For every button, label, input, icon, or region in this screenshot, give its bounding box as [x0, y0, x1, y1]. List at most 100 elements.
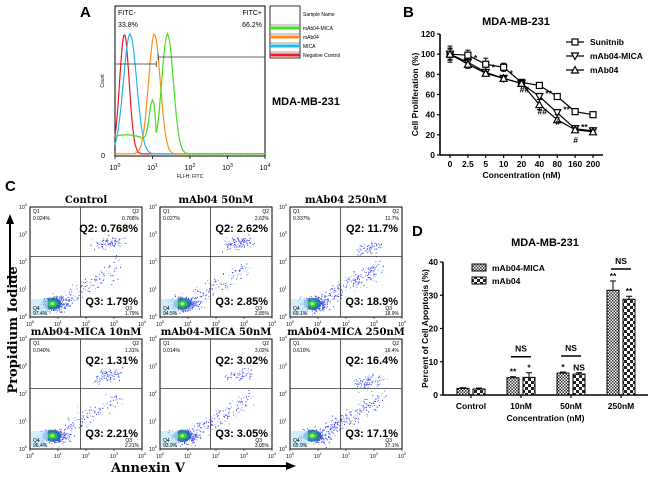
event-dot [186, 310, 188, 312]
event-dot [232, 374, 234, 376]
event-dot [236, 409, 238, 411]
event-dot [329, 303, 331, 305]
x-tick-label: 0 [448, 159, 453, 169]
quadrant-label-q2: Q2 [262, 209, 269, 215]
x-tick-label: 103 [240, 452, 248, 460]
event-dot [376, 243, 378, 245]
significance-mark: ## [520, 84, 530, 94]
event-dot [238, 239, 239, 240]
quadrant-value-q2: 3.02% [255, 348, 270, 354]
x-tick-label: 103 [110, 320, 118, 328]
event-dot [380, 247, 382, 249]
event-dot [372, 403, 374, 404]
event-dot [238, 240, 240, 242]
event-dot [58, 297, 60, 299]
event-dot [80, 424, 82, 426]
event-dot [373, 269, 375, 271]
event-dot [334, 425, 336, 427]
event-dot [253, 242, 255, 244]
event-dot [350, 413, 352, 415]
event-dot [237, 237, 239, 239]
event-dot [65, 302, 67, 304]
event-dot [178, 296, 180, 298]
event-dot [199, 422, 201, 424]
event-dot [89, 290, 91, 292]
event-dot [101, 375, 103, 377]
event-dot [110, 275, 112, 277]
event-dot [349, 411, 351, 413]
event-dot [369, 384, 371, 386]
series-mab04 [445, 45, 598, 136]
legend-swatch [270, 35, 300, 39]
event-dot [102, 403, 104, 405]
event-dot [371, 242, 373, 244]
event-dot [336, 430, 337, 432]
event-dot [367, 415, 369, 417]
event-dot [116, 266, 118, 268]
event-dot [363, 386, 365, 388]
event-dot [370, 253, 372, 255]
quadrant-callout-q2: Q2: 2.62% [215, 223, 268, 235]
event-dot [82, 411, 84, 413]
density-core [180, 434, 185, 438]
event-dot [360, 384, 362, 385]
event-dot [338, 283, 340, 285]
event-dot [243, 410, 245, 412]
event-dot [221, 283, 222, 285]
y-tick-label: 20 [429, 324, 439, 334]
event-dot [339, 429, 341, 431]
event-dot [231, 244, 232, 246]
event-dot [197, 428, 199, 430]
legend-swatch [270, 53, 300, 57]
event-dot [71, 297, 73, 299]
event-dot [100, 270, 102, 272]
event-dot [354, 414, 356, 416]
event-dot [337, 289, 339, 291]
event-dot [96, 279, 98, 281]
event-dot [373, 400, 375, 402]
event-dot [71, 428, 73, 430]
event-dot [356, 409, 358, 411]
event-dot [382, 270, 384, 271]
event-dot [353, 279, 355, 281]
event-dot [64, 433, 65, 435]
event-dot [191, 307, 193, 309]
event-dot [74, 427, 76, 429]
event-dot [242, 241, 244, 243]
event-dot [249, 376, 250, 378]
flow-plot-title: mAb04 250nM [305, 195, 387, 206]
event-dot [96, 245, 98, 247]
event-dot [360, 386, 362, 388]
event-dot [108, 234, 110, 236]
event-dot [59, 431, 61, 433]
event-dot [362, 407, 364, 409]
event-dot [230, 406, 232, 408]
event-dot [235, 246, 237, 248]
event-dot [206, 289, 208, 291]
event-dot [337, 300, 339, 302]
event-dot [242, 267, 244, 269]
event-dot [191, 441, 193, 443]
event-dot [193, 441, 195, 443]
quadrant-value-q4: 65.9% [293, 443, 308, 449]
event-dot [332, 415, 333, 417]
event-dot [381, 271, 383, 273]
event-dot [368, 379, 370, 381]
event-dot [44, 297, 45, 299]
event-dot [358, 281, 359, 283]
event-dot [235, 376, 237, 378]
event-dot [334, 296, 335, 298]
event-dot [61, 297, 63, 299]
event-dot [364, 381, 366, 383]
event-dot [186, 296, 188, 298]
event-dot [115, 240, 117, 242]
legend-label: mAb04 [492, 276, 521, 286]
event-dot [249, 378, 251, 380]
event-dot [67, 300, 69, 302]
event-dot [356, 383, 358, 385]
event-dot [247, 272, 249, 274]
event-dot [329, 429, 330, 431]
event-dot [111, 374, 113, 376]
event-dot [358, 251, 360, 253]
event-dot [196, 304, 198, 306]
